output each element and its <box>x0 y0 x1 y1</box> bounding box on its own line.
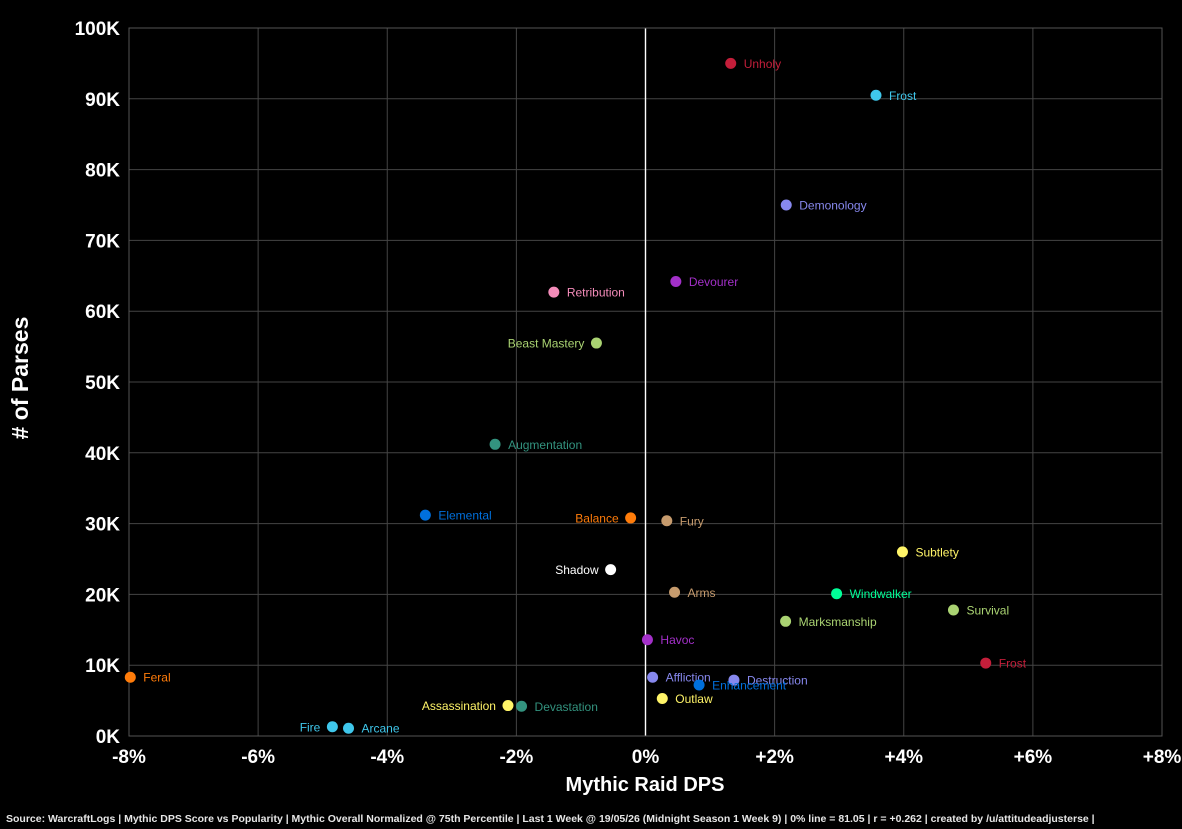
data-label: Feral <box>143 671 170 685</box>
data-point <box>728 674 740 686</box>
data-point <box>641 634 653 646</box>
data-label: Unholy <box>744 57 781 71</box>
x-tick-label: -2% <box>499 747 533 768</box>
data-point <box>326 721 338 733</box>
data-label: Shadow <box>555 563 599 577</box>
data-label: Fire <box>300 720 321 734</box>
y-tick-label: 20K <box>85 585 120 606</box>
y-tick-label: 70K <box>85 231 120 252</box>
data-label: Outlaw <box>675 692 713 706</box>
data-point <box>605 564 617 576</box>
data-point <box>625 512 637 524</box>
y-tick-label: 60K <box>85 302 120 323</box>
data-label: Retribution <box>567 286 625 300</box>
y-tick-label: 80K <box>85 161 120 182</box>
y-axis-label: # of Parses <box>7 317 33 440</box>
y-tick-label: 0K <box>96 727 121 748</box>
data-point <box>870 89 882 101</box>
data-label: Devourer <box>689 275 738 289</box>
x-tick-label: -4% <box>370 747 404 768</box>
data-label: Elemental <box>438 509 491 523</box>
data-point <box>590 337 602 349</box>
x-tick-label: +8% <box>1143 747 1182 768</box>
y-tick-label: 40K <box>85 444 120 465</box>
y-axis-ticks: 0K 10K 20K 30K 40K 50K 60K 70K 80K 90K 100K <box>75 19 121 748</box>
data-point <box>669 586 681 598</box>
data-point <box>780 199 792 211</box>
data-point <box>947 604 959 616</box>
data-label: Destruction <box>747 674 808 688</box>
data-label: Augmentation <box>508 438 582 452</box>
data-label: Frost <box>999 657 1027 671</box>
source-footer: Source: WarcraftLogs | Mythic DPS Score … <box>6 813 1095 825</box>
x-tick-label: +6% <box>1014 747 1053 768</box>
x-tick-label: -8% <box>112 747 146 768</box>
data-point <box>661 515 673 527</box>
y-tick-label: 100K <box>75 19 121 40</box>
x-tick-label: 0% <box>632 747 660 768</box>
data-point <box>780 615 792 627</box>
data-label: Balance <box>575 511 619 525</box>
data-point <box>516 700 528 712</box>
data-label: Havoc <box>660 633 694 647</box>
data-label: Assassination <box>422 699 496 713</box>
data-label: Arms <box>688 586 716 600</box>
y-tick-label: 90K <box>85 90 120 111</box>
data-point <box>489 438 501 450</box>
data-label: Subtlety <box>915 545 958 559</box>
data-label: Demonology <box>799 199 866 213</box>
data-point <box>343 722 355 734</box>
data-point <box>980 657 992 669</box>
data-label: Survival <box>966 603 1009 617</box>
data-point <box>670 275 682 287</box>
data-label: Arcane <box>362 722 400 736</box>
x-tick-label: +2% <box>755 747 794 768</box>
plot-border <box>128 27 1163 737</box>
data-label: Windwalker <box>850 587 912 601</box>
x-tick-label: -6% <box>241 747 275 768</box>
data-point <box>124 671 136 683</box>
y-tick-label: 10K <box>85 656 120 677</box>
data-label: Enhancement <box>712 679 787 693</box>
data-label: Marksmanship <box>799 615 877 629</box>
data-point <box>725 57 737 69</box>
data-point <box>693 679 705 691</box>
data-point <box>656 692 668 704</box>
x-axis-label: Mythic Raid DPS <box>566 774 725 796</box>
data-point <box>831 588 843 600</box>
data-point <box>647 671 659 683</box>
data-point <box>502 700 514 712</box>
data-point <box>548 286 560 298</box>
y-tick-label: 30K <box>85 515 120 536</box>
data-label: Fury <box>680 514 704 528</box>
plot-frame <box>128 27 1163 737</box>
data-label: Beast Mastery <box>508 337 585 351</box>
data-points: Unholy Frost Demonology Devourer Retribution… <box>124 57 1027 736</box>
x-tick-label: +4% <box>884 747 923 768</box>
data-point <box>896 546 908 558</box>
data-label: Devastation <box>535 700 598 714</box>
y-tick-label: 50K <box>85 373 120 394</box>
x-axis-ticks: -8% -6% -4% -2% 0% +2% +4% +6% +8% <box>112 747 1181 768</box>
data-label: Frost <box>889 89 917 103</box>
data-point <box>419 509 431 521</box>
